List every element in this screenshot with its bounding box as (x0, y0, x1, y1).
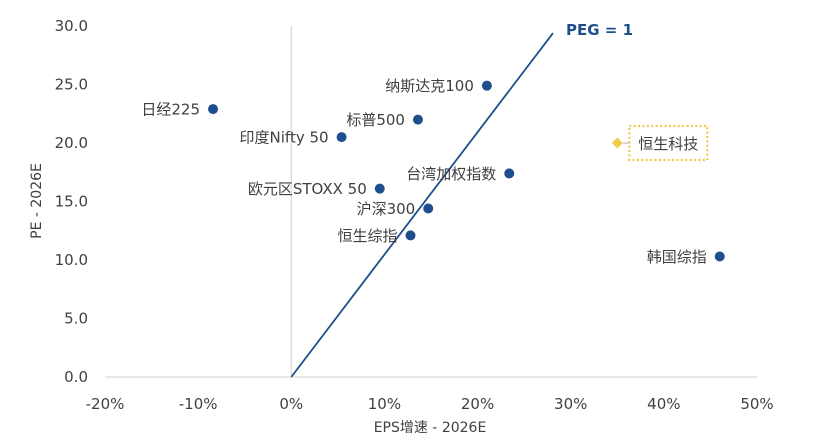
point-marker (412, 114, 423, 125)
point-label: 沪深300 (357, 200, 416, 218)
x-tick-label: 40% (647, 395, 680, 413)
x-tick-label: -10% (179, 395, 218, 413)
point-marker (714, 251, 725, 262)
peg-reference-line: PEG = 1 (290, 21, 633, 378)
x-tick-label: 20% (461, 395, 494, 413)
data-points: 日经225 印度Nifty 50 标普500 纳斯达克100 台湾加权指数欧元区STOX… (141, 77, 725, 266)
point-label: 欧元区STOXX 50 (248, 180, 367, 198)
y-axis-title: PE - 2026E (29, 163, 45, 239)
point-label: 恒生综指 (337, 227, 397, 245)
x-axis-title: EPS增速 - 2026E (374, 420, 487, 436)
point-label: 日经225 (141, 101, 200, 119)
point-marker (423, 203, 434, 214)
point-label: 台湾加权指数 (406, 165, 496, 183)
axes: -20% -10% 0% 10% 20% 30% 40% 50% 0.0 5.0 10.0 15.0 2… (55, 17, 774, 413)
point-marker (504, 168, 515, 179)
x-tick-label: 0% (279, 395, 303, 413)
highlight-label-box (628, 124, 709, 162)
y-tick-label: 5.0 (64, 310, 88, 328)
x-tick-label: -20% (86, 395, 125, 413)
point-label: 恒生科技 (638, 135, 698, 153)
point-label: 韩国综指 (647, 248, 707, 266)
highlight-point-marker (611, 137, 623, 149)
y-tick-label: 0.0 (64, 368, 88, 386)
point-marker (481, 80, 492, 91)
y-tick-label: 20.0 (55, 134, 88, 152)
y-tick-label: 15.0 (55, 193, 88, 211)
y-tick-label: 10.0 (55, 251, 88, 269)
x-tick-label: 50% (740, 395, 773, 413)
peg-line (290, 32, 554, 378)
point-marker (374, 183, 385, 194)
point-label: 纳斯达克100 (385, 77, 474, 95)
y-tick-label: 30.0 (55, 17, 88, 35)
y-tick-label: 25.0 (55, 76, 88, 94)
point-marker (208, 104, 219, 115)
peg-label: PEG = 1 (566, 21, 633, 39)
point-marker (336, 132, 347, 143)
point-label: 标普500 (346, 111, 405, 129)
x-tick-label: 30% (554, 395, 587, 413)
x-tick-label: 10% (368, 395, 401, 413)
point-label: 印度Nifty 50 (240, 129, 329, 147)
point-marker (405, 230, 416, 241)
